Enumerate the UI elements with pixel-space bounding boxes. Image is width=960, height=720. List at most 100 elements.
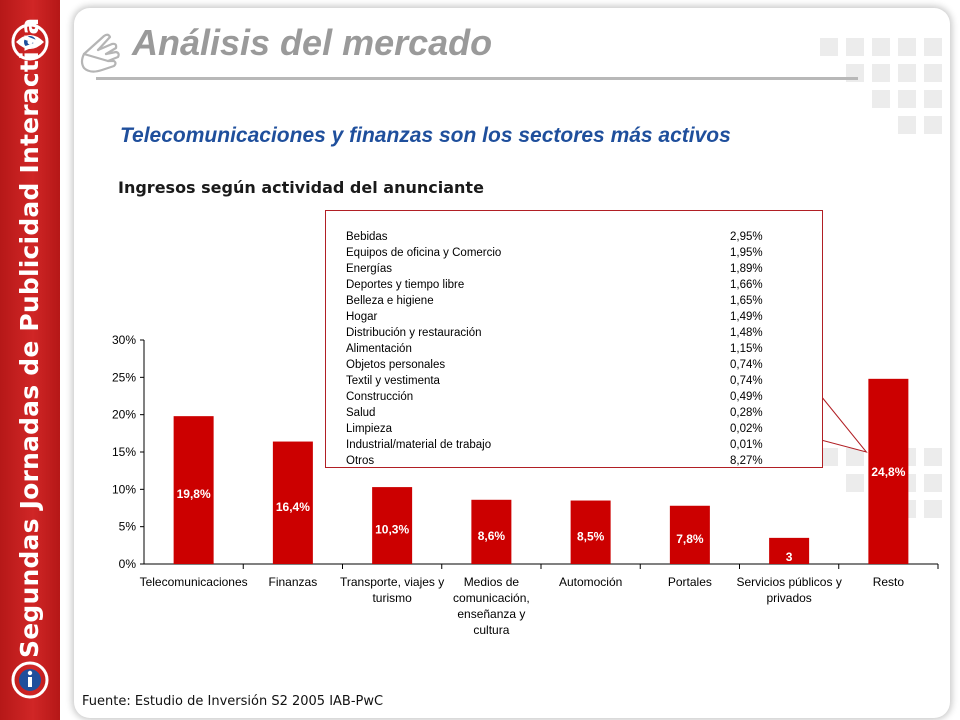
bar-data-label: 19,8%	[177, 487, 211, 501]
breakdown-row: Limpieza 0,02%	[346, 423, 786, 439]
breakdown-row: Salud 0,28%	[346, 407, 786, 423]
breakdown-sector-value: 0,49%	[730, 391, 763, 403]
bar-data-label: 8,6%	[478, 529, 506, 543]
breakdown-row: Bebidas 2,95%	[346, 231, 786, 247]
bar	[372, 487, 413, 564]
breakdown-sector-value: 2,95%	[730, 231, 763, 243]
breakdown-sector-name: Otros	[346, 455, 375, 467]
slide-subtitle: Telecomunicaciones y finanzas son los se…	[120, 124, 731, 147]
breakdown-sector-name: Industrial/material de trabajo	[346, 439, 492, 451]
bar	[868, 378, 909, 564]
x-tick-label: Servicios públicos y privados	[736, 575, 841, 605]
x-tick-label: Medios de comunicación, enseñanza y cultura	[453, 575, 530, 637]
bar-data-label: 16,4%	[276, 500, 310, 514]
y-tick-label: 15%	[112, 445, 136, 459]
breakdown-sector-name: Hogar	[346, 311, 378, 323]
x-tick-label-line: Portales	[668, 575, 712, 589]
breakdown-sector-name: Alimentación	[346, 343, 412, 355]
x-tick-label-line: Automoción	[559, 575, 622, 589]
breakdown-sector-name: Objetos personales	[346, 359, 446, 371]
bar	[570, 500, 611, 564]
y-tick-label: 5%	[119, 520, 137, 534]
bar	[272, 441, 313, 564]
breakdown-row: Alimentación 1,15%	[346, 343, 786, 359]
breakdown-row: Textil y vestimenta 0,74%	[346, 375, 786, 391]
x-tick-label: Automoción	[559, 575, 622, 589]
eye-logo-icon	[11, 23, 49, 61]
y-tick-label: 30%	[112, 333, 136, 347]
bar-data-label: 7,8%	[676, 532, 704, 546]
breakdown-sector-value: 1,89%	[730, 263, 763, 275]
bar-data-label: 8,5%	[577, 529, 605, 543]
source-note: Fuente: Estudio de Inversión S2 2005 IAB…	[82, 694, 384, 709]
x-tick-label-line: enseñanza y	[457, 607, 525, 621]
breakdown-sector-value: 0,74%	[730, 375, 763, 387]
bar	[769, 537, 810, 564]
breakdown-sector-value: 0,02%	[730, 423, 763, 435]
info-logo-icon	[11, 661, 49, 699]
bar	[669, 505, 710, 564]
breakdown-sector-name: Distribución y restauración	[346, 327, 482, 339]
breakdown-sector-name: Construcción	[346, 391, 414, 403]
breakdown-sector-value: 0,74%	[730, 359, 763, 371]
breakdown-callout-pointer	[820, 394, 868, 453]
x-tick-label: Portales	[668, 575, 712, 589]
bar-data-label: 24,8%	[871, 465, 905, 479]
breakdown-sector-name: Salud	[346, 407, 376, 419]
breakdown-sector-name: Bebidas	[346, 231, 388, 243]
breakdown-sector-name: Textil y vestimenta	[346, 375, 440, 387]
x-tick-label-line: Finanzas	[269, 575, 318, 589]
bar-data-label: 3	[786, 550, 793, 564]
breakdown-sector-value: 1,65%	[730, 295, 763, 307]
breakdown-sector-value: 1,49%	[730, 311, 763, 323]
bar-data-label: 10,3%	[375, 523, 409, 537]
breakdown-row: Deportes y tiempo libre 1,66%	[346, 279, 786, 295]
breakdown-sector-value: 0,01%	[730, 439, 763, 451]
x-tick-label-line: Transporte, viajes y	[340, 575, 444, 589]
breakdown-row: Energías 1,89%	[346, 263, 786, 279]
y-tick-label: 25%	[112, 370, 136, 384]
x-tick-label: Transporte, viajes y turismo	[340, 575, 444, 605]
breakdown-row: Belleza e higiene 1,65%	[346, 295, 786, 311]
breakdown-sector-value: 1,95%	[730, 247, 763, 259]
breakdown-row: Construcción 0,49%	[346, 391, 786, 407]
y-tick-label: 10%	[112, 482, 136, 496]
bar	[471, 499, 512, 564]
breakdown-sector-value: 1,48%	[730, 327, 763, 339]
breakdown-sector-name: Limpieza	[346, 423, 393, 435]
x-tick-label-line: Servicios públicos y	[736, 575, 841, 589]
x-tick-label-line: Telecomunicaciones	[140, 575, 248, 589]
x-tick-label-line: Medios de	[464, 575, 520, 589]
y-tick-label: 0%	[119, 557, 137, 571]
breakdown-sector-value: 1,15%	[730, 343, 763, 355]
y-tick-label: 20%	[112, 408, 136, 422]
breakdown-sector-name: Equipos de oficina y Comercio	[346, 247, 502, 259]
x-tick-label-line: cultura	[473, 623, 509, 637]
chart-title: Ingresos según actividad del anunciante	[118, 178, 484, 197]
resto-breakdown-box: Bebidas 2,95% Equipos de oficina y Comerci…	[325, 210, 823, 468]
x-tick-label: Telecomunicaciones	[140, 575, 248, 589]
x-tick-label-line: comunicación,	[453, 591, 530, 605]
breakdown-row: Equipos de oficina y Comercio 1,95%	[346, 247, 786, 263]
breakdown-row: Objetos personales 0,74%	[346, 359, 786, 375]
breakdown-sector-value: 1,66%	[730, 279, 763, 291]
title-divider	[96, 77, 858, 80]
breakdown-sector-name: Deportes y tiempo libre	[346, 279, 465, 291]
breakdown-sector-value: 8,27%	[730, 455, 763, 467]
x-tick-label: Finanzas	[269, 575, 318, 589]
sidebar: Segundas Jornadas de Publicidad Interact…	[0, 0, 60, 720]
x-tick-label: Resto	[873, 575, 905, 589]
breakdown-row: Hogar 1,49%	[346, 311, 786, 327]
breakdown-sector-name: Energías	[346, 263, 393, 275]
breakdown-row: Industrial/material de trabajo 0,01%	[346, 439, 786, 455]
breakdown-row: Distribución y restauración 1,48%	[346, 327, 786, 343]
x-tick-label-line: Resto	[873, 575, 905, 589]
bar	[173, 416, 214, 564]
x-tick-label-line: turismo	[372, 591, 412, 605]
x-tick-label-line: privados	[766, 591, 811, 605]
breakdown-row: Otros 8,27%	[346, 455, 786, 471]
pointing-hand-icon	[80, 33, 120, 73]
breakdown-sector-name: Belleza e higiene	[346, 295, 434, 307]
slide-title: Análisis del mercado	[132, 22, 493, 63]
